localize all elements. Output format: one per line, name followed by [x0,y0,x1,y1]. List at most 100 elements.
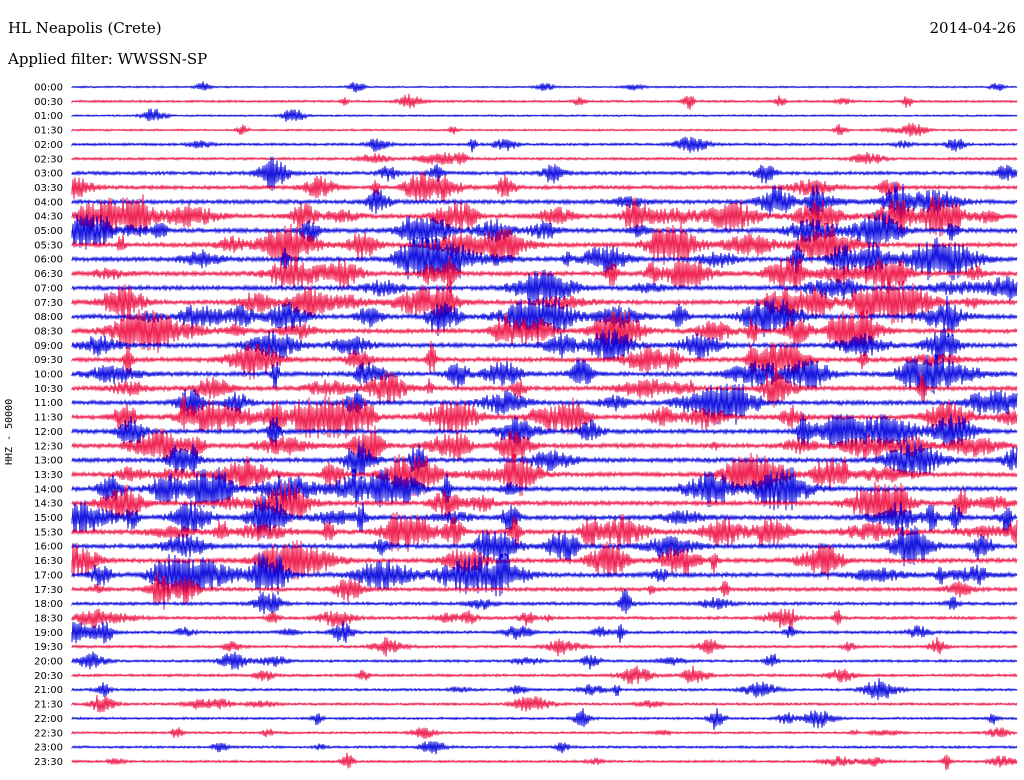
row-label: 02:00 [34,140,63,151]
trace-row-2200 [71,708,1018,730]
row-label: 20:30 [34,671,63,682]
row-label: 00:00 [34,83,63,94]
trace-row-0230 [71,151,1018,165]
filter-label: Applied filter: WWSSN-SP [8,50,208,68]
trace-row-0900 [71,328,1018,362]
row-label: 22:00 [34,714,63,725]
row-label: 14:00 [34,484,63,495]
row-labels-group: 00:00 00:30 01:00 01:30 02:00 02:30 03:00 03:30… [34,83,63,768]
row-label: 04:00 [34,197,63,208]
row-label: 12:00 [34,427,63,438]
trace-row-0030 [71,93,1018,110]
row-label: 07:00 [34,283,63,294]
trace-row-1230 [71,425,1018,467]
row-label: 03:30 [34,183,63,194]
row-label: 12:30 [34,441,63,452]
trace-row-0800 [71,295,1018,338]
trace-row-1330 [71,452,1018,497]
trace-row-0430 [71,194,1018,237]
trace-row-0130 [71,123,1018,137]
trace-row-2030 [71,665,1018,685]
trace-row-0600 [71,237,1018,281]
row-label: 11:00 [34,398,63,409]
trace-row-0500 [71,212,1018,250]
trace-row-2330 [71,752,1018,771]
trace-row-1930 [71,636,1018,657]
row-label: 19:00 [34,628,63,639]
row-label: 06:30 [34,269,63,280]
row-label: 19:30 [34,642,63,653]
trace-row-0930 [71,340,1018,380]
trace-row-1600 [71,525,1018,567]
row-label: 21:00 [34,685,63,696]
row-label: 23:30 [34,757,63,768]
trace-row-1500 [71,495,1018,539]
row-label: 05:00 [34,226,63,237]
row-label: 18:00 [34,599,63,610]
row-label: 22:30 [34,728,63,739]
trace-row-1630 [71,540,1018,582]
trace-row-0330 [71,171,1018,205]
row-label: 13:00 [34,456,63,467]
row-label: 16:30 [34,556,63,567]
trace-row-0730 [71,280,1018,325]
trace-row-1700 [71,553,1018,597]
station-title: HL Neapolis (Crete) [8,19,162,37]
row-label: 17:30 [34,585,63,596]
trace-row-0830 [71,309,1018,353]
trace-row-1900 [71,621,1018,644]
row-label: 03:00 [34,169,63,180]
trace-row-2000 [71,651,1018,670]
row-label: 11:30 [34,413,63,424]
row-label: 16:00 [34,542,63,553]
trace-row-0300 [71,156,1018,191]
row-label: 08:30 [34,326,63,337]
trace-row-1130 [71,395,1018,439]
trace-row-0400 [71,181,1018,223]
row-label: 20:00 [34,657,63,668]
row-label: 07:30 [34,298,63,309]
row-label: 06:00 [34,255,63,266]
trace-row-1430 [71,481,1018,525]
row-label: 14:30 [34,499,63,510]
row-label: 01:00 [34,111,63,122]
trace-row-2100 [71,678,1018,701]
row-label: 18:30 [34,613,63,624]
row-label: 10:00 [34,370,63,381]
trace-row-0000 [71,81,1018,93]
traces-group [71,81,1018,771]
trace-row-1730 [71,570,1018,610]
trace-row-0530 [71,222,1018,267]
row-label: 23:00 [34,743,63,754]
trace-row-0100 [71,108,1018,122]
row-label: 09:00 [34,341,63,352]
row-label: 04:30 [34,212,63,223]
trace-row-1530 [71,511,1018,552]
trace-row-1400 [71,467,1018,511]
row-label: 00:30 [34,97,63,108]
row-label: 13:30 [34,470,63,481]
trace-row-1030 [71,368,1018,408]
trace-row-1830 [71,608,1018,631]
row-label: 17:00 [34,570,63,581]
trace-row-1800 [71,588,1018,615]
row-label: 01:30 [34,126,63,137]
row-label: 21:30 [34,700,63,711]
trace-row-1200 [71,413,1018,450]
row-label: 05:30 [34,240,63,251]
row-label: 15:00 [34,513,63,524]
trace-row-2230 [71,727,1018,739]
trace-row-0200 [71,136,1018,153]
trace-row-2300 [71,741,1018,755]
row-label: 10:30 [34,384,63,395]
date-label: 2014-04-26 [929,19,1016,37]
row-label: 09:30 [34,355,63,366]
row-label: 15:30 [34,527,63,538]
trace-row-0630 [71,254,1018,294]
trace-row-1000 [71,353,1018,396]
trace-row-2130 [71,695,1018,713]
trace-row-1300 [71,440,1018,479]
trace-row-1100 [71,383,1018,425]
row-label: 02:30 [34,154,63,165]
